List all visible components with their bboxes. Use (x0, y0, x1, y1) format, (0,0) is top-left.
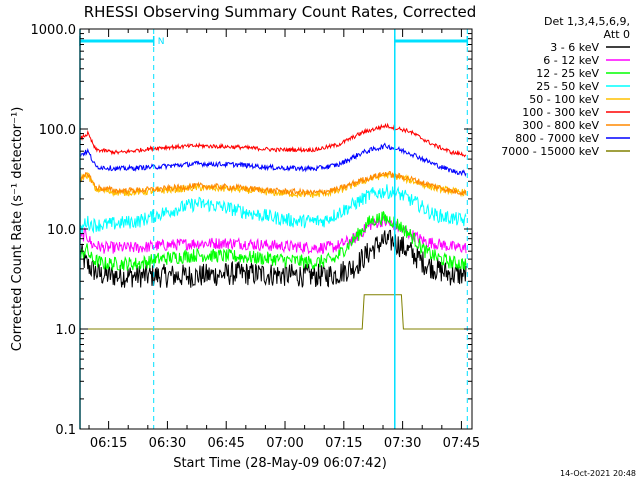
axis-layer: 0.1 1.0 10.0 100.0 1000.0 06:15 06:30 06:45 07:0… (31, 23, 481, 451)
chart-title: RHESSI Observing Summary Count Rates, Co… (84, 3, 477, 21)
x-tick-label-2: 06:45 (207, 436, 244, 451)
x-tick-label-5: 07:30 (384, 436, 421, 451)
y-tick-label-4: 1000.0 (31, 23, 77, 38)
x-tick-label-0: 06:15 (90, 436, 127, 451)
legend-entry-0: 3 - 6 keV (550, 41, 599, 54)
y-tick-label-2: 10.0 (47, 223, 76, 238)
y-tick-label-0: 0.1 (55, 423, 76, 438)
legend-header-0: Det 1,3,4,5,6,9, (544, 15, 630, 28)
series-line-8 (80, 294, 467, 330)
y-axis-label: Corrected Count Rate (s⁻¹ detector⁻¹) (10, 107, 25, 352)
y-tick-label-3: 100.0 (39, 123, 76, 138)
series-line-4 (79, 170, 467, 199)
x-tick-label-4: 07:15 (325, 436, 362, 451)
legend-entry-3: 25 - 50 keV (536, 80, 599, 93)
legend-entry-8: 7000 - 15000 keV (501, 145, 599, 158)
series-line-7 (79, 142, 467, 177)
legend-entry-6: 300 - 800 keV (522, 119, 599, 132)
series-line-5 (79, 122, 467, 158)
x-axis-label: Start Time (28-May-09 06:07:42) (173, 456, 387, 471)
legend-header-1: Att 0 (604, 28, 630, 41)
x-tick-label-3: 07:00 (266, 436, 303, 451)
series-line-2 (79, 211, 467, 271)
guides-layer: N (79, 29, 469, 429)
series-line-0 (79, 229, 467, 288)
plot-frame (79, 28, 473, 430)
footer-timestamp: 14-Oct-2021 20:48 (560, 469, 636, 478)
legend-entry-5: 100 - 300 keV (522, 106, 599, 119)
legend-entry-4: 50 - 100 keV (529, 93, 599, 106)
series-line-3 (79, 184, 467, 235)
series-line-6 (79, 170, 467, 197)
series-layer (79, 122, 467, 330)
legend-entry-2: 12 - 25 keV (536, 67, 599, 80)
night-bar-label-0: N (158, 37, 165, 47)
legend-entry-7: 800 - 7000 keV (515, 132, 599, 145)
legend-entry-1: 6 - 12 keV (543, 54, 599, 67)
x-tick-label-1: 06:30 (149, 436, 186, 451)
y-tick-label-1: 1.0 (55, 323, 76, 338)
x-tick-label-6: 07:45 (443, 436, 480, 451)
